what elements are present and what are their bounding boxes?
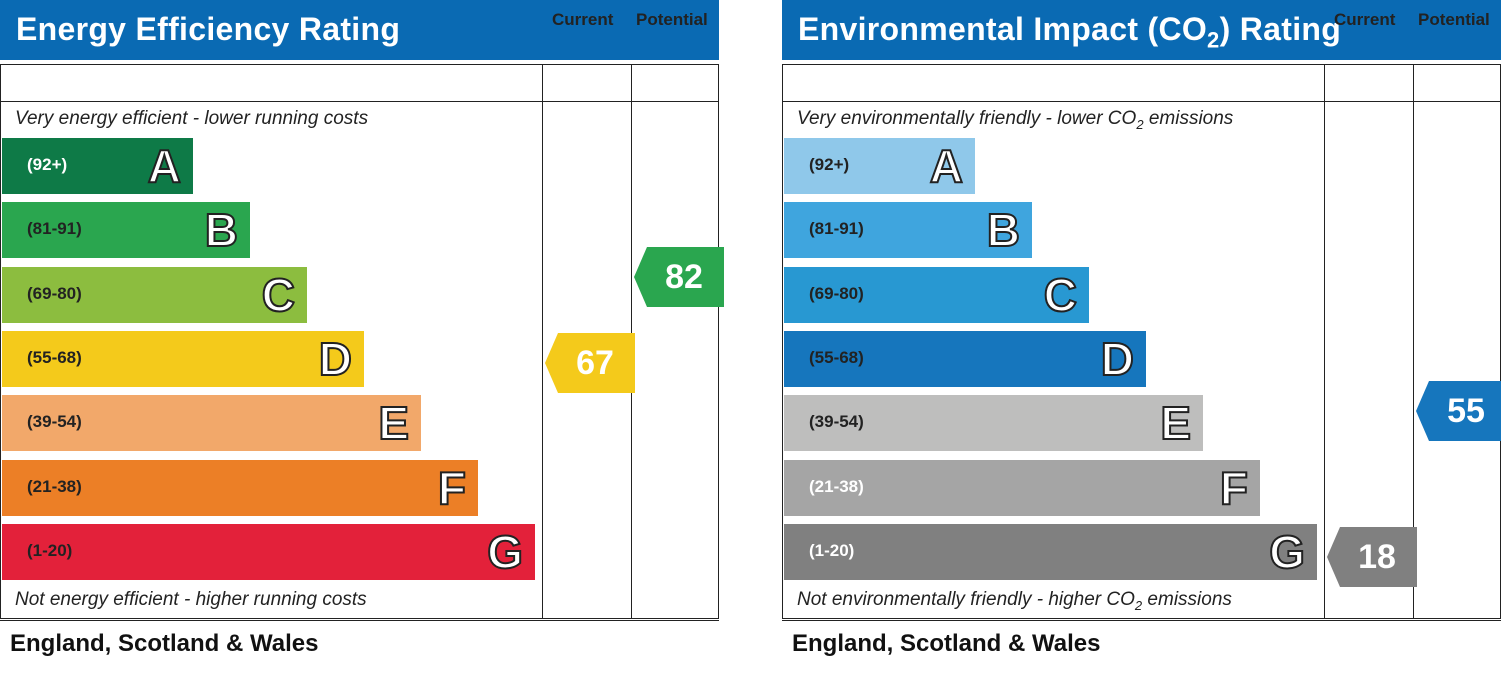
- band-letter: B: [986, 203, 1021, 257]
- chart-title: Environmental Impact (CO2) Rating: [798, 11, 1341, 53]
- bottom-note: Not energy efficient - higher running co…: [15, 589, 367, 610]
- band-e: (39-54) E: [2, 395, 421, 452]
- band-range-label: (69-80): [27, 283, 82, 303]
- chart-title-suffix: ) Rating: [1219, 11, 1342, 47]
- band-letter: F: [1219, 461, 1249, 515]
- top-note: Very energy efficient - lower running co…: [15, 108, 369, 129]
- energy-efficiency-panel: Energy Efficiency Rating Current Potenti…: [0, 0, 724, 675]
- band-f: (21-38) F: [2, 459, 478, 516]
- footer-divider: [0, 620, 719, 621]
- band-range-label: (39-54): [809, 412, 864, 432]
- panel-header: Environmental Impact (CO2) Rating: [782, 0, 1501, 60]
- band-letter: C: [1043, 268, 1078, 322]
- top-note-subscript: 2: [1136, 116, 1144, 132]
- bottom-note-subscript: 2: [1134, 597, 1143, 613]
- bottom-note-prefix: Not environmentally friendly - higher CO: [797, 589, 1135, 610]
- band-f: (21-38) F: [784, 459, 1260, 516]
- band-letter: G: [486, 525, 524, 579]
- band-range-label: (1-20): [27, 540, 73, 560]
- band-range-label: (55-68): [809, 347, 864, 367]
- band-c: (69-80) C: [784, 266, 1089, 323]
- band-d: (55-68) D: [2, 330, 364, 387]
- top-note-suffix: emissions: [1143, 108, 1234, 129]
- band-g: (1-20) G: [784, 523, 1317, 580]
- band-range-label: (21-38): [809, 476, 864, 496]
- band-range-label: (55-68): [27, 347, 82, 367]
- region-footer: England, Scotland & Wales: [782, 620, 1501, 675]
- current-rating-pointer: 67: [545, 332, 635, 393]
- top-note: Very environmentally friendly - lower CO…: [797, 108, 1233, 132]
- band-letter: A: [147, 139, 182, 193]
- region-label: England, Scotland & Wales: [10, 630, 319, 657]
- band-range-label: (21-38): [27, 476, 82, 496]
- band-range-label: (69-80): [809, 283, 864, 303]
- top-note-prefix: Very environmentally friendly - lower CO: [797, 108, 1137, 129]
- chart-title-subscript: 2: [1207, 27, 1220, 53]
- potential-rating-pointer: 82: [634, 247, 724, 308]
- potential-rating-pointer: 55: [1416, 380, 1501, 441]
- environmental-impact-panel: Environmental Impact (CO2) Rating Curren…: [782, 0, 1501, 675]
- footer-divider: [782, 620, 1501, 621]
- header-divider: [1, 101, 718, 102]
- band-letter: G: [1268, 525, 1306, 579]
- band-range-label: (81-91): [809, 219, 864, 239]
- band-letter: A: [929, 139, 964, 193]
- band-b: (81-91) B: [2, 202, 250, 259]
- band-d: (55-68) D: [784, 330, 1146, 387]
- band-range-label: (92+): [809, 155, 850, 174]
- band-a: (92+) A: [2, 138, 193, 194]
- current-rating-pointer: 18: [1327, 527, 1417, 588]
- band-b: (81-91) B: [784, 202, 1032, 259]
- band-c: (69-80) C: [2, 266, 307, 323]
- pointer-arrow-shape: [1327, 527, 1417, 588]
- band-a: (92+) A: [784, 138, 975, 194]
- band-letter: D: [1100, 332, 1135, 386]
- bottom-note-suffix: emissions: [1142, 589, 1232, 610]
- potential-column-header: Potential: [1418, 10, 1490, 29]
- current-column-header: Current: [552, 10, 614, 29]
- band-letter: C: [261, 268, 296, 322]
- band-e: (39-54) E: [784, 395, 1203, 452]
- band-range-label: (1-20): [809, 540, 855, 560]
- chart-title-prefix: Environmental Impact (CO: [798, 11, 1208, 47]
- potential-rating-value: 82: [665, 258, 703, 297]
- panel-header: Energy Efficiency Rating: [0, 0, 719, 60]
- potential-rating-value: 55: [1447, 391, 1485, 430]
- current-rating-value: 18: [1358, 538, 1396, 577]
- pointer-arrow-shape: [1416, 380, 1501, 441]
- bottom-note: Not environmentally friendly - higher CO…: [797, 589, 1232, 613]
- band-letter: D: [318, 332, 353, 386]
- band-letter: E: [377, 396, 410, 450]
- pointer-arrow-shape: [545, 332, 635, 393]
- band-letter: E: [1159, 396, 1192, 450]
- band-letter: B: [204, 203, 239, 257]
- pointer-arrow-shape: [634, 247, 724, 308]
- header-divider: [783, 101, 1500, 102]
- region-footer: England, Scotland & Wales: [0, 620, 719, 675]
- chart-title: Energy Efficiency Rating: [16, 11, 401, 47]
- band-letter: F: [437, 461, 467, 515]
- band-g: (1-20) G: [2, 523, 535, 580]
- current-rating-value: 67: [576, 343, 614, 382]
- current-column-header: Current: [1334, 10, 1396, 29]
- region-label: England, Scotland & Wales: [792, 630, 1101, 657]
- band-range-label: (81-91): [27, 219, 82, 239]
- current-column: [1324, 65, 1414, 618]
- band-range-label: (92+): [27, 155, 68, 174]
- potential-column-header: Potential: [636, 10, 708, 29]
- band-range-label: (39-54): [27, 412, 82, 432]
